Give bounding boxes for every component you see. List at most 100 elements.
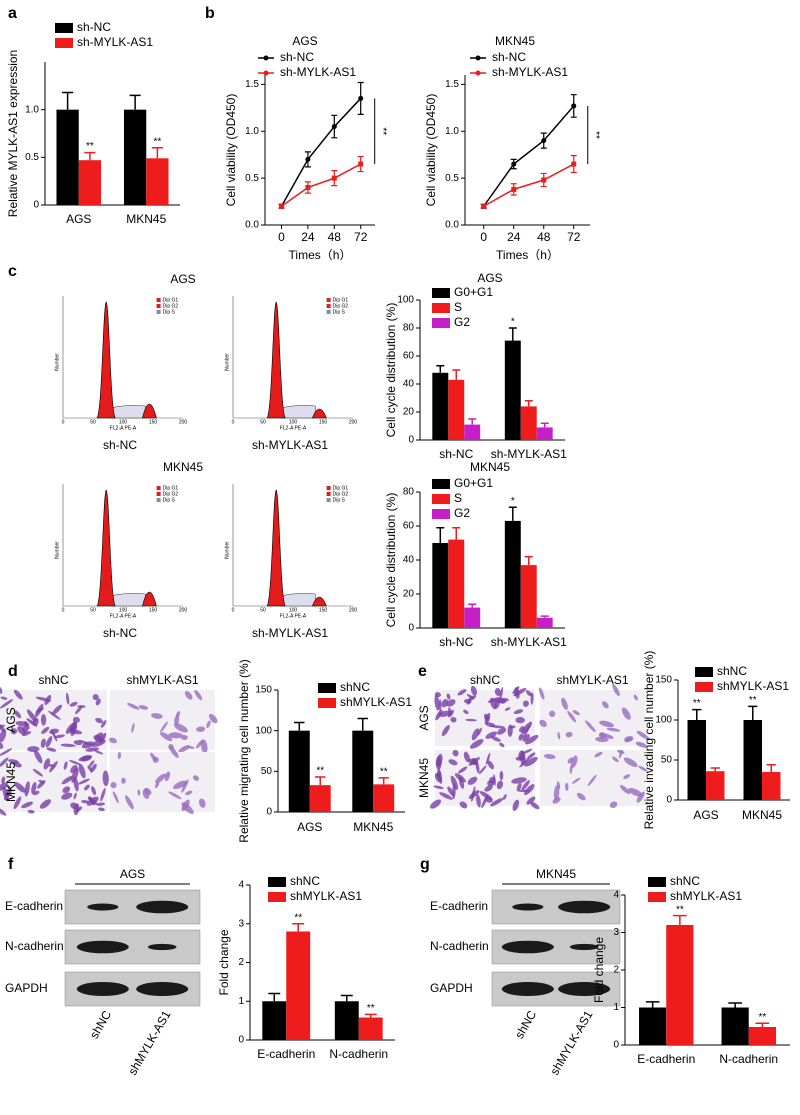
x-axis-label: Times（h） (289, 248, 352, 262)
cell (37, 780, 46, 789)
flow-gate-label: Dip S (333, 309, 346, 315)
cell (595, 736, 609, 743)
point (358, 161, 364, 167)
cell (565, 731, 573, 738)
cell (124, 795, 134, 810)
y-tick-label: 1.0 (245, 126, 259, 137)
cell (497, 727, 507, 735)
flow-g2-peak (311, 408, 327, 419)
cell (572, 710, 580, 716)
transwell-column-label: shNC (470, 673, 500, 687)
x-tick-label: 0 (480, 230, 487, 244)
cell (155, 773, 166, 784)
blot-protein-label: GAPDH (430, 981, 473, 995)
y-tick-label: 100 (255, 725, 272, 736)
cell (633, 694, 638, 701)
blot-band (136, 982, 189, 996)
bar (262, 1001, 287, 1040)
legend-swatch (55, 23, 73, 33)
cell (527, 752, 536, 759)
flow-gate-key (326, 498, 331, 502)
flow-y-label: Number (54, 353, 60, 371)
y-tick-label: 0.0 (445, 220, 459, 231)
cell (21, 801, 34, 809)
error-bar (728, 1002, 742, 1008)
legend-label: shMYLK-AS1 (290, 889, 362, 903)
legend-swatch (648, 892, 666, 902)
x-tick-label: MKN45 (742, 808, 782, 822)
flow-x-tick: 100 (289, 607, 298, 613)
significance: ** (294, 912, 302, 923)
legend-label: sh-MYLK-AS1 (77, 35, 153, 49)
error-bar (524, 400, 533, 407)
error-bar (364, 1013, 377, 1018)
flow-sample-label: sh-NC (103, 438, 137, 452)
y-tick-label: 0 (666, 795, 672, 806)
point (571, 161, 577, 167)
cell (87, 765, 93, 772)
cell (518, 733, 524, 741)
flow-gate-label: Dip G2 (333, 491, 349, 497)
cell (557, 731, 561, 740)
flow-x-tick: 150 (319, 607, 328, 613)
cell (45, 736, 53, 748)
y-tick-label: 150 (255, 685, 272, 696)
cell (638, 765, 648, 772)
cell (499, 687, 504, 703)
y-tick-label: 40 (403, 379, 415, 390)
x-tick-label: 24 (507, 230, 521, 244)
error-bar (673, 914, 687, 925)
bar (352, 730, 374, 812)
y-tick-label: 0 (408, 435, 414, 446)
cell (41, 726, 50, 735)
cell (78, 778, 90, 785)
cell (465, 718, 477, 722)
flow-g2-peak (142, 591, 157, 607)
y-axis-label: Cell viability (OD450) (424, 94, 438, 207)
error-bar (62, 91, 74, 110)
chart-title: MKN45 (495, 34, 535, 48)
flow-gate-label: Dip G2 (333, 303, 349, 309)
point (358, 95, 364, 101)
flow-gate-label: Dip G2 (163, 303, 179, 309)
bar (748, 1027, 776, 1045)
cell (601, 701, 609, 709)
error-bar (748, 705, 758, 720)
bar (762, 772, 781, 800)
cell (512, 686, 520, 694)
flow-hatch (279, 405, 316, 419)
cell (511, 777, 527, 784)
bar (56, 109, 79, 205)
cell (61, 792, 73, 800)
cell (99, 732, 107, 744)
cell (0, 729, 7, 743)
x-tick-label: sh-MYLK-AS1 (491, 635, 567, 649)
cell (100, 720, 107, 728)
flow-y-label: Number (54, 541, 60, 559)
cell (181, 802, 194, 814)
flow-gate-key (326, 304, 331, 308)
cell (538, 687, 545, 700)
x-tick-label: 48 (537, 230, 551, 244)
error-bar (755, 1022, 770, 1027)
cell (100, 788, 106, 802)
significance: * (511, 317, 515, 328)
cell (576, 792, 586, 801)
cell (108, 737, 118, 744)
cell (507, 724, 513, 737)
flow-x-tick: 0 (232, 607, 235, 613)
flow-g2-peak (311, 596, 327, 607)
transwell-row-label: AGS (4, 707, 18, 732)
bar (146, 158, 169, 205)
cell (567, 757, 574, 764)
cell (553, 785, 560, 801)
legend-label: sh-MYLK-AS1 (280, 65, 356, 79)
cell (95, 698, 101, 706)
flow-x-tick: 150 (149, 419, 158, 425)
y-tick-label: 100 (655, 715, 672, 726)
point (541, 177, 547, 183)
cell (499, 770, 504, 781)
cell (512, 799, 520, 812)
cell (81, 800, 90, 804)
cell (484, 785, 493, 792)
